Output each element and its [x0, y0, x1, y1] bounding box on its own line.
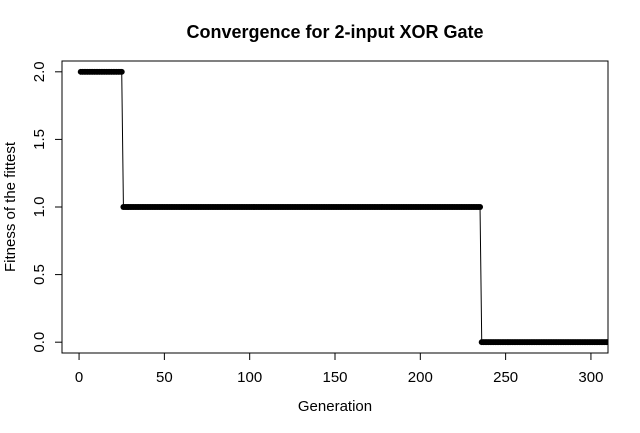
chart-title: Convergence for 2-input XOR Gate: [186, 22, 483, 42]
x-tick-label: 0: [75, 369, 83, 386]
y-tick-label: 0.0: [31, 332, 48, 353]
y-tick-label: 1.0: [31, 197, 48, 218]
y-axis-label: Fitness of the fittest: [2, 141, 19, 272]
y-tick-label: 2.0: [31, 61, 48, 82]
x-axis-label: Generation: [298, 398, 372, 415]
x-tick-label: 200: [408, 369, 433, 386]
y-tick-label: 1.5: [31, 129, 48, 150]
x-tick-label: 50: [156, 369, 173, 386]
y-tick-label: 0.5: [31, 264, 48, 285]
data-point: [605, 339, 608, 346]
x-tick-label: 100: [237, 369, 262, 386]
data-point: [118, 68, 125, 75]
x-tick-label: 250: [493, 369, 518, 386]
x-tick-label: 300: [578, 369, 603, 386]
x-tick-label: 150: [322, 369, 347, 386]
data-point: [477, 204, 484, 210]
